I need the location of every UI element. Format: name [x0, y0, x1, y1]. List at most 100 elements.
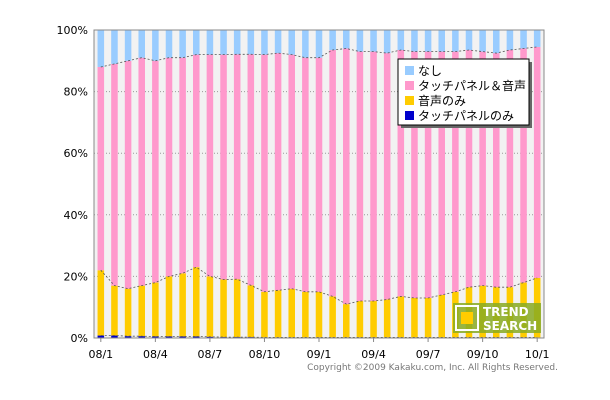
bar-segment-s2-18 — [343, 48, 350, 305]
x-tick-label: 08/1 — [88, 348, 113, 361]
bar-segment-s1-14 — [288, 288, 295, 338]
bar-segment-s2-2 — [124, 60, 132, 289]
bar-segment-s2-17 — [329, 50, 336, 297]
bar-segment-s1-3 — [138, 285, 145, 337]
bar-segment-s1-2 — [124, 288, 132, 337]
bar-segment-s1-23 — [411, 297, 418, 338]
bar-segment-s2-21 — [383, 53, 391, 300]
bar-segment-s1-13 — [274, 290, 282, 338]
bar-segment-s2-7 — [193, 54, 200, 268]
bar-segment-s3-0 — [97, 30, 105, 67]
logo-line2: SEARCH — [483, 319, 537, 333]
bar-segment-s2-13 — [274, 53, 282, 291]
bar-segment-s1-9 — [220, 279, 227, 338]
bar-segment-s0-4 — [152, 336, 159, 338]
legend-label: なし — [418, 64, 442, 78]
bar-segment-s3-5 — [165, 30, 173, 58]
legend-label: 音声のみ — [418, 93, 466, 108]
legend-swatch — [405, 81, 414, 90]
y-axis-ticks: 0% 20% 40% 60% 80% 100% — [57, 24, 88, 345]
bar-segment-s1-10 — [233, 279, 241, 338]
bar-segment-s0-7 — [193, 336, 200, 338]
bar-segment-s1-7 — [193, 267, 200, 337]
bar-segment-s1-25 — [438, 294, 445, 338]
bar-segment-s3-4 — [152, 30, 159, 61]
bar-segment-s2-16 — [315, 57, 323, 292]
bar-segment-s3-28 — [479, 30, 486, 52]
bar-segment-s2-3 — [138, 57, 145, 286]
bar-segment-s3-22 — [397, 30, 405, 51]
bar-segment-s0-5 — [165, 336, 173, 338]
bar-segment-s2-20 — [370, 51, 377, 302]
bar-segment-s0-3 — [138, 336, 145, 338]
bar-segment-s1-11 — [247, 285, 255, 338]
bar-segment-s3-6 — [179, 30, 186, 58]
trend-search-logo: TREND SEARCH — [453, 303, 541, 333]
bar-segment-s0-2 — [124, 336, 132, 338]
bar-segment-s3-1 — [111, 30, 118, 64]
bar-segment-s0-8 — [206, 336, 214, 338]
bar-segment-s3-32 — [533, 30, 541, 47]
bar-segment-s3-8 — [206, 30, 214, 55]
bar-segment-s2-19 — [356, 51, 364, 302]
legend-label: タッチパネルのみ — [418, 109, 514, 123]
bar-segment-s1-1 — [111, 285, 118, 336]
bar-segment-s1-6 — [179, 273, 186, 337]
bar-segment-s3-11 — [247, 30, 255, 55]
bar-segment-s2-1 — [111, 63, 118, 286]
x-tick-label: 10/1 — [525, 348, 550, 361]
bar-segment-s3-21 — [383, 30, 391, 54]
bar-segment-s2-10 — [233, 54, 241, 280]
bar-segment-s3-2 — [124, 30, 132, 61]
bar-segment-s1-16 — [315, 291, 323, 338]
bar-segment-s3-29 — [493, 30, 500, 54]
x-tick-label: 09/10 — [467, 348, 499, 361]
bar-segment-s2-31 — [520, 48, 527, 283]
bar-segment-s2-15 — [302, 57, 309, 292]
bar-segment-s3-26 — [452, 30, 459, 52]
bar-segment-s0-0 — [97, 335, 105, 338]
bar-segment-s1-24 — [424, 297, 432, 338]
bar-segment-s1-22 — [397, 296, 405, 338]
bar-segment-s3-31 — [520, 30, 527, 49]
bar-segment-s3-7 — [193, 30, 200, 55]
y-tick-label: 0% — [71, 332, 88, 345]
bar-segment-s2-8 — [206, 54, 214, 277]
bar-segment-s2-9 — [220, 54, 227, 280]
bar-segment-s2-23 — [411, 51, 418, 298]
legend-swatch — [405, 96, 414, 105]
bar-segment-s2-4 — [152, 60, 159, 283]
logo-mark-inner — [461, 312, 473, 324]
x-tick-label: 09/4 — [361, 348, 386, 361]
bar-segment-s2-22 — [397, 50, 405, 297]
bar-segment-s3-24 — [424, 30, 432, 52]
bar-segment-s3-17 — [329, 30, 336, 51]
bar-segment-s3-27 — [465, 30, 473, 51]
bar-segment-s2-0 — [97, 66, 105, 271]
bar-segment-s2-6 — [179, 57, 186, 274]
copyright-text: Copyright ©2009 Kakaku.com, Inc. All Rig… — [307, 363, 558, 373]
bar-segment-s3-18 — [343, 30, 350, 49]
logo-mark — [455, 305, 479, 331]
bar-segment-s2-24 — [424, 51, 432, 298]
bar-segment-s1-15 — [302, 291, 309, 338]
bar-segment-s3-19 — [356, 30, 364, 52]
bar-segment-s1-8 — [206, 276, 214, 337]
x-tick-label: 08/10 — [249, 348, 281, 361]
logo-line1: TREND — [483, 305, 529, 319]
bar-segment-s1-21 — [383, 299, 391, 338]
bar-segment-s2-29 — [493, 53, 500, 288]
bar-segment-s3-13 — [274, 30, 282, 54]
bar-segment-s1-12 — [261, 291, 268, 338]
bar-segment-s1-19 — [356, 301, 364, 338]
bar-segment-s1-18 — [343, 304, 350, 338]
y-tick-label: 40% — [64, 209, 88, 222]
bar-segment-s3-3 — [138, 30, 145, 58]
x-tick-label: 08/4 — [143, 348, 168, 361]
bar-segment-s1-5 — [165, 276, 173, 337]
x-tick-label: 09/7 — [416, 348, 441, 361]
bar-segment-s2-5 — [165, 57, 173, 277]
bar-segment-s3-16 — [315, 30, 323, 58]
